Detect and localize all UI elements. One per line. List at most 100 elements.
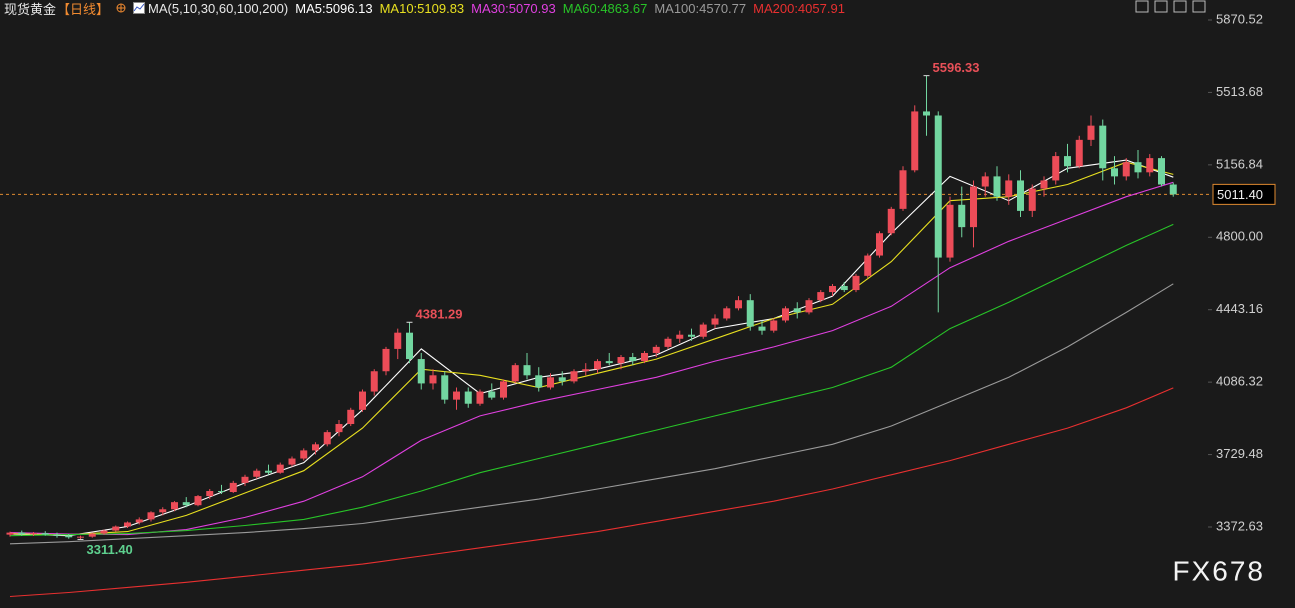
- candle-body: [946, 204, 954, 258]
- candle-body: [124, 522, 131, 527]
- candle-body: [276, 464, 284, 473]
- candle-body: [1052, 156, 1060, 181]
- candle-body: [652, 346, 660, 353]
- candle-body: [206, 491, 214, 497]
- candle-body: [1169, 184, 1177, 195]
- ma-line: [9, 181, 1174, 536]
- candle-body: [558, 377, 566, 382]
- candle-body: [864, 255, 872, 276]
- indicator: MA(5,10,30,60,100,200): [148, 0, 289, 16]
- candle-body: [782, 308, 789, 321]
- legend-entry: MA5:5096.13: [295, 0, 373, 16]
- candle-body: [735, 300, 742, 309]
- candle-body: [617, 357, 625, 364]
- candle-body: [1028, 188, 1036, 211]
- candle-body: [641, 352, 648, 362]
- ma-line: [9, 283, 1174, 545]
- candle-body: [934, 115, 942, 258]
- legend-entry: MA200:4057.91: [753, 0, 845, 16]
- period: 【日线】: [57, 1, 110, 17]
- candle-body: [88, 533, 96, 537]
- candle-body: [288, 458, 296, 465]
- candle-body: [488, 391, 496, 398]
- candle-body: [182, 502, 190, 506]
- legend-entry: MA30:5070.93: [471, 0, 556, 16]
- candle-body: [30, 533, 37, 535]
- candle-body: [159, 509, 167, 513]
- candle-body: [382, 348, 390, 372]
- candle-body: [758, 326, 766, 331]
- candle-body: [594, 361, 601, 370]
- legend-entry: MA60:4863.67: [562, 0, 648, 16]
- candle-body: [981, 176, 989, 187]
- candle-body: [840, 285, 848, 291]
- candle-body: [676, 334, 684, 339]
- candle-body: [970, 186, 977, 228]
- candle-body: [218, 491, 225, 493]
- candle-body: [1005, 180, 1013, 197]
- candle-body: [100, 530, 108, 534]
- candle-body: [852, 275, 860, 291]
- candle-body: [65, 535, 73, 538]
- y-tick-label: 5513.68: [1216, 84, 1263, 99]
- last-price-label: 5011.40: [1217, 187, 1263, 202]
- candle-body: [1075, 139, 1083, 167]
- candle-body: [300, 450, 308, 459]
- candle-body: [1134, 162, 1142, 173]
- y-tick-label: 3729.48: [1216, 446, 1263, 461]
- annotation-label: 4381.29: [416, 307, 463, 322]
- ma-line: [9, 223, 1174, 537]
- ma-line: [9, 387, 1174, 598]
- candle-body: [1146, 158, 1154, 173]
- candle-body: [629, 357, 637, 362]
- candle-body: [18, 532, 26, 535]
- candle-body: [6, 532, 14, 535]
- candle-body: [770, 320, 778, 331]
- candle-body: [464, 391, 472, 404]
- candle-body: [688, 334, 695, 337]
- candle-body: [829, 285, 836, 293]
- y-tick-label: 4800.00: [1216, 229, 1263, 244]
- candle-body: [323, 432, 331, 445]
- y-tick-label: 5156.84: [1216, 156, 1263, 171]
- candle-body: [347, 409, 355, 425]
- candle-body: [664, 338, 672, 347]
- candle-body: [582, 369, 590, 372]
- candle-body: [394, 332, 402, 349]
- candle-body: [1087, 125, 1095, 140]
- candle-body: [370, 371, 378, 392]
- candle-body: [112, 526, 120, 531]
- annotation-label: 5596.33: [933, 60, 980, 75]
- candle-body: [229, 482, 237, 493]
- indicator-icon[interactable]: [133, 2, 146, 14]
- candle-body: [1158, 158, 1165, 185]
- y-tick-label: 3372.63: [1216, 518, 1263, 533]
- candle-body: [923, 111, 930, 116]
- candle-body: [429, 375, 437, 384]
- y-tick-label: 5870.52: [1216, 11, 1263, 26]
- candle-body: [958, 204, 966, 228]
- candle-body: [711, 318, 719, 325]
- candle-body: [1017, 180, 1024, 211]
- y-tick-label: 4086.32: [1216, 374, 1263, 389]
- candle-body: [1064, 156, 1071, 167]
- candle-body: [441, 375, 449, 400]
- candle-body: [194, 496, 202, 506]
- ma-line: [9, 161, 1174, 536]
- candle-body: [417, 359, 425, 384]
- add-icon[interactable]: [116, 3, 126, 13]
- candle-body: [359, 391, 366, 410]
- candle-body: [511, 365, 519, 382]
- candle-body: [899, 170, 907, 209]
- candle-body: [523, 365, 531, 376]
- header: 现货黄金 【日线】 MA(5,10,30,60,100,200) MA5:509…: [4, 0, 845, 17]
- candle-body: [605, 361, 613, 364]
- legend-entry: MA100:4570.77: [654, 0, 747, 16]
- candle-body: [535, 375, 543, 388]
- candle-body: [805, 300, 813, 313]
- candle-body: [77, 536, 84, 538]
- candle-body: [265, 470, 272, 473]
- candle-body: [887, 208, 895, 234]
